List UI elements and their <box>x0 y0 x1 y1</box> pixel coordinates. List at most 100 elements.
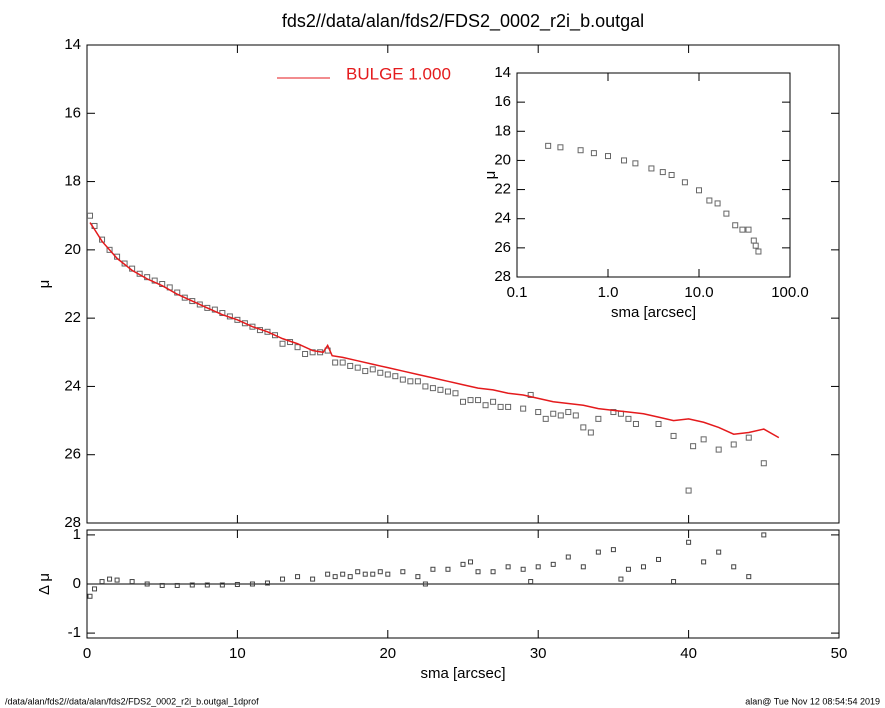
data-point <box>87 593 93 599</box>
data-point <box>482 402 489 409</box>
data-point <box>681 179 688 186</box>
data-point <box>572 412 579 419</box>
x-tick-label: 1.0 <box>598 284 619 301</box>
data-point <box>761 532 767 538</box>
data-point <box>625 415 632 422</box>
data-point <box>595 549 601 555</box>
footer-right: alan@ Tue Nov 12 08:54:54 2019 <box>745 696 880 706</box>
data-point <box>696 187 702 194</box>
data-point <box>234 581 240 587</box>
data-point <box>668 172 675 178</box>
y-tick-label: 16 <box>494 93 511 110</box>
data-point <box>490 398 497 405</box>
data-point <box>739 226 746 233</box>
data-point <box>632 420 639 427</box>
data-point <box>369 366 376 373</box>
data-point <box>752 242 759 249</box>
data-point <box>355 569 361 575</box>
y-tick-label: 22 <box>64 309 81 326</box>
data-point <box>264 580 270 586</box>
data-point <box>219 582 225 588</box>
data-point <box>730 441 737 448</box>
data-point <box>280 576 286 582</box>
footer-left: /data/alan/fds2//data/alan/fds2/FDS2_000… <box>5 696 259 706</box>
data-point <box>670 432 677 439</box>
y-tick-label: 28 <box>64 514 81 531</box>
y-tick-label: 24 <box>494 210 511 227</box>
data-point <box>505 403 512 410</box>
data-point <box>577 147 584 154</box>
data-point <box>475 397 482 404</box>
data-point <box>310 576 316 582</box>
data-point <box>325 571 331 577</box>
data-point <box>557 144 564 151</box>
data-point <box>429 385 436 392</box>
data-point <box>385 571 391 577</box>
data-point <box>400 569 406 575</box>
data-point <box>347 574 353 580</box>
data-point <box>760 460 767 467</box>
y-tick-label: 24 <box>64 377 81 394</box>
data-point <box>264 328 271 335</box>
data-point <box>595 415 602 422</box>
data-point <box>347 362 354 369</box>
data-point <box>87 212 94 219</box>
data-point <box>580 564 586 570</box>
data-point <box>520 405 527 412</box>
data-point <box>587 429 594 436</box>
data-point <box>745 226 752 233</box>
data-point <box>542 415 549 422</box>
data-point <box>535 564 541 570</box>
y-tick-label: 20 <box>64 241 81 258</box>
data-point <box>745 434 752 441</box>
data-point <box>565 554 571 560</box>
x-tick-label: 10 <box>229 645 246 662</box>
data-point <box>468 559 474 565</box>
data-point <box>196 301 203 308</box>
data-point <box>545 142 552 149</box>
data-point <box>535 409 542 416</box>
data-point <box>422 383 429 390</box>
y-tick-label: 20 <box>494 151 511 168</box>
y-axis-label: μ <box>36 280 53 289</box>
data-point <box>234 316 241 323</box>
data-point <box>716 549 722 555</box>
data-point <box>399 376 406 383</box>
data-point <box>362 571 368 577</box>
data-point <box>249 581 255 587</box>
x-axis-label: sma [arcsec] <box>611 304 696 321</box>
data-point <box>189 582 195 588</box>
data-point <box>437 386 444 393</box>
data-point <box>241 320 248 327</box>
y-tick-label: 26 <box>64 446 81 463</box>
data-point <box>332 574 338 580</box>
data-point <box>625 566 631 572</box>
x-tick-label: 10.0 <box>684 284 713 301</box>
data-point <box>475 569 481 575</box>
data-point <box>415 574 421 580</box>
data-point <box>204 582 210 588</box>
data-point <box>392 373 399 380</box>
data-point <box>99 579 105 585</box>
data-point <box>295 574 301 580</box>
data-point <box>671 579 677 585</box>
data-point <box>690 443 697 450</box>
data-point <box>550 410 557 417</box>
chart-title: fds2//data/alan/fds2/FDS2_0002_r2i_b.out… <box>282 11 644 32</box>
data-point <box>181 294 188 301</box>
data-point <box>452 390 459 397</box>
data-point <box>340 571 346 577</box>
data-point <box>107 576 113 582</box>
data-point <box>610 547 616 553</box>
data-point <box>520 566 526 572</box>
data-point <box>618 576 624 582</box>
data-point <box>422 581 428 587</box>
y-axis-label: μ <box>482 171 499 180</box>
data-point <box>362 368 369 375</box>
data-point <box>249 323 256 330</box>
data-point <box>723 210 730 217</box>
y-tick-label: 14 <box>64 36 81 53</box>
data-point <box>444 388 451 395</box>
data-point <box>686 539 692 545</box>
data-point <box>528 579 534 585</box>
